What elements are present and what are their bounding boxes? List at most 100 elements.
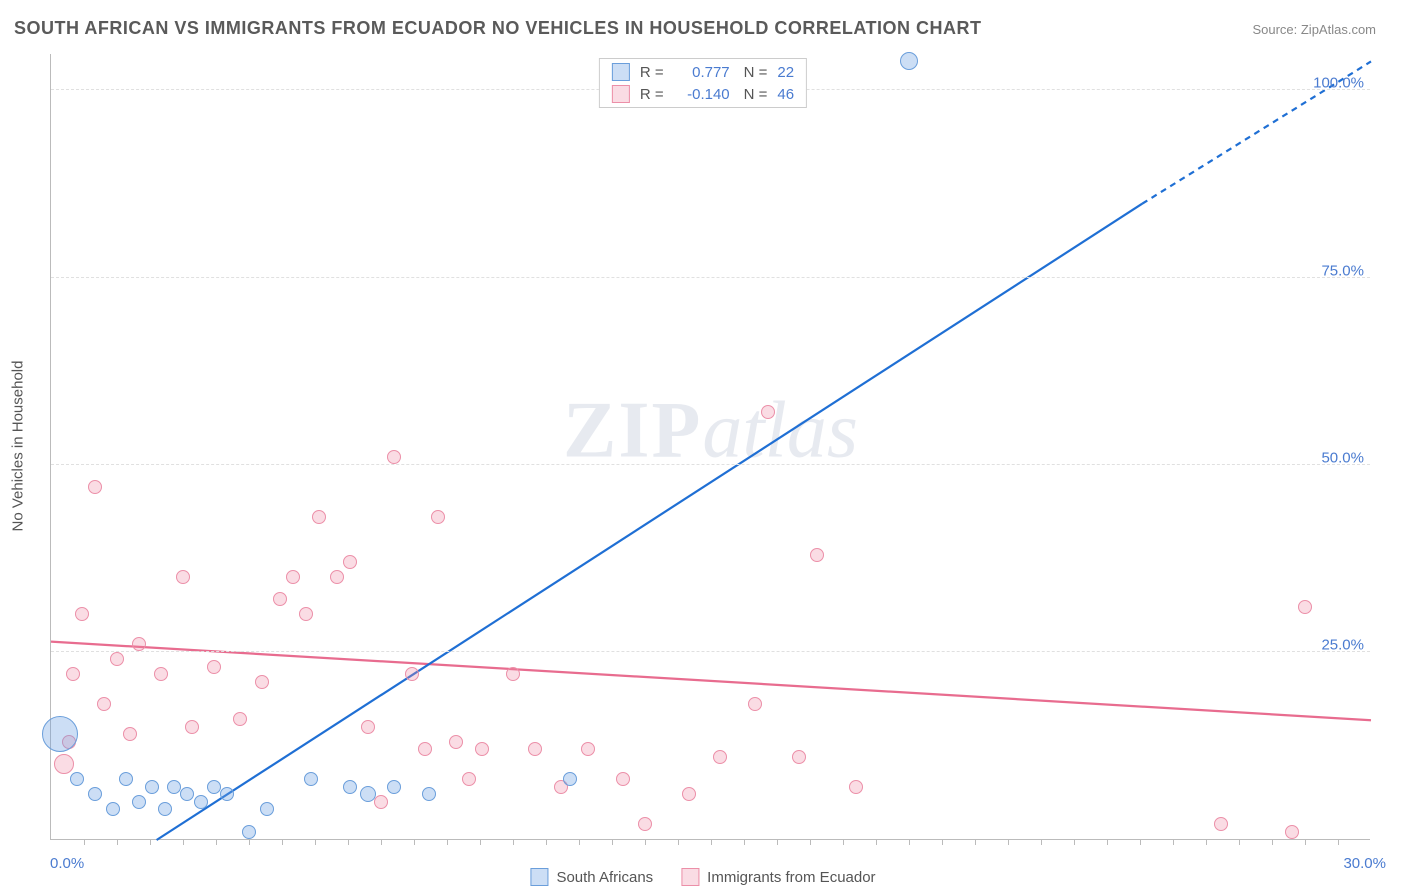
x-tick-minor bbox=[777, 839, 778, 845]
data-point bbox=[1285, 825, 1299, 839]
x-tick-minor bbox=[84, 839, 85, 845]
data-point bbox=[713, 750, 727, 764]
legend-row-ecuador: R = -0.140 N = 46 bbox=[600, 83, 806, 105]
data-point bbox=[176, 570, 190, 584]
data-point bbox=[207, 780, 221, 794]
x-tick-minor bbox=[117, 839, 118, 845]
x-tick-minor bbox=[1074, 839, 1075, 845]
data-point bbox=[1298, 600, 1312, 614]
y-tick-label: 100.0% bbox=[1313, 75, 1364, 92]
data-point bbox=[360, 786, 376, 802]
x-tick-minor bbox=[546, 839, 547, 845]
x-tick-minor bbox=[282, 839, 283, 845]
data-point bbox=[682, 787, 696, 801]
data-point bbox=[330, 570, 344, 584]
x-tick-minor bbox=[1041, 839, 1042, 845]
x-tick-minor bbox=[348, 839, 349, 845]
legend-item-ecuador: Immigrants from Ecuador bbox=[681, 868, 875, 886]
swatch-south-africans-icon bbox=[530, 868, 548, 886]
data-point bbox=[119, 772, 133, 786]
legend-label-south-africans: South Africans bbox=[556, 869, 653, 886]
data-point bbox=[260, 802, 274, 816]
y-axis-label: No Vehicles in Household bbox=[10, 361, 27, 532]
data-point bbox=[343, 780, 357, 794]
data-point bbox=[638, 817, 652, 831]
legend-row-south-africans: R = 0.777 N = 22 bbox=[600, 61, 806, 83]
data-point bbox=[167, 780, 181, 794]
data-point bbox=[304, 772, 318, 786]
n-value-ecuador: 46 bbox=[777, 86, 794, 103]
x-tick-minor bbox=[975, 839, 976, 845]
plot-area: ZIPatlas 25.0%50.0%75.0%100.0% bbox=[50, 54, 1370, 840]
x-tick-minor bbox=[150, 839, 151, 845]
gridline bbox=[51, 651, 1370, 652]
data-point bbox=[361, 720, 375, 734]
x-tick-minor bbox=[1305, 839, 1306, 845]
data-point bbox=[761, 405, 775, 419]
data-point bbox=[849, 780, 863, 794]
data-point bbox=[185, 720, 199, 734]
gridline bbox=[51, 464, 1370, 465]
x-tick-minor bbox=[1206, 839, 1207, 845]
x-tick-minor bbox=[216, 839, 217, 845]
x-axis-max-label: 30.0% bbox=[1343, 855, 1386, 872]
x-tick-minor bbox=[1107, 839, 1108, 845]
x-tick-minor bbox=[678, 839, 679, 845]
data-point bbox=[563, 772, 577, 786]
data-point bbox=[387, 780, 401, 794]
data-point bbox=[374, 795, 388, 809]
x-tick-minor bbox=[249, 839, 250, 845]
data-point bbox=[286, 570, 300, 584]
r-label: R = bbox=[640, 86, 664, 103]
data-point bbox=[273, 592, 287, 606]
data-point bbox=[75, 607, 89, 621]
data-point bbox=[106, 802, 120, 816]
x-tick-minor bbox=[579, 839, 580, 845]
trend-line bbox=[157, 204, 1143, 840]
y-tick-label: 50.0% bbox=[1321, 449, 1364, 466]
data-point bbox=[900, 52, 918, 70]
data-point bbox=[431, 510, 445, 524]
data-point bbox=[88, 480, 102, 494]
data-point bbox=[581, 742, 595, 756]
n-value-south-africans: 22 bbox=[777, 64, 794, 81]
data-point bbox=[70, 772, 84, 786]
x-tick-minor bbox=[1239, 839, 1240, 845]
x-tick-minor bbox=[810, 839, 811, 845]
x-tick-minor bbox=[711, 839, 712, 845]
data-point bbox=[449, 735, 463, 749]
data-point bbox=[88, 787, 102, 801]
correlation-legend: R = 0.777 N = 22 R = -0.140 N = 46 bbox=[599, 58, 807, 108]
x-tick-minor bbox=[612, 839, 613, 845]
x-tick-minor bbox=[513, 839, 514, 845]
data-point bbox=[475, 742, 489, 756]
x-tick-minor bbox=[876, 839, 877, 845]
n-label: N = bbox=[744, 64, 768, 81]
data-point bbox=[748, 697, 762, 711]
data-point bbox=[405, 667, 419, 681]
data-point bbox=[810, 548, 824, 562]
x-tick-minor bbox=[1272, 839, 1273, 845]
data-point bbox=[180, 787, 194, 801]
data-point bbox=[97, 697, 111, 711]
data-point bbox=[132, 637, 146, 651]
data-point bbox=[312, 510, 326, 524]
y-tick-label: 25.0% bbox=[1321, 636, 1364, 653]
x-tick-minor bbox=[909, 839, 910, 845]
x-tick-minor bbox=[645, 839, 646, 845]
data-point bbox=[54, 754, 74, 774]
data-point bbox=[66, 667, 80, 681]
x-tick-minor bbox=[1008, 839, 1009, 845]
swatch-ecuador bbox=[612, 85, 630, 103]
x-tick-minor bbox=[942, 839, 943, 845]
chart-title: SOUTH AFRICAN VS IMMIGRANTS FROM ECUADOR… bbox=[14, 18, 982, 39]
data-point bbox=[158, 802, 172, 816]
data-point bbox=[528, 742, 542, 756]
legend-item-south-africans: South Africans bbox=[530, 868, 653, 886]
x-tick-minor bbox=[447, 839, 448, 845]
swatch-south-africans bbox=[612, 63, 630, 81]
data-point bbox=[462, 772, 476, 786]
data-point bbox=[506, 667, 520, 681]
x-tick-minor bbox=[1173, 839, 1174, 845]
data-point bbox=[220, 787, 234, 801]
